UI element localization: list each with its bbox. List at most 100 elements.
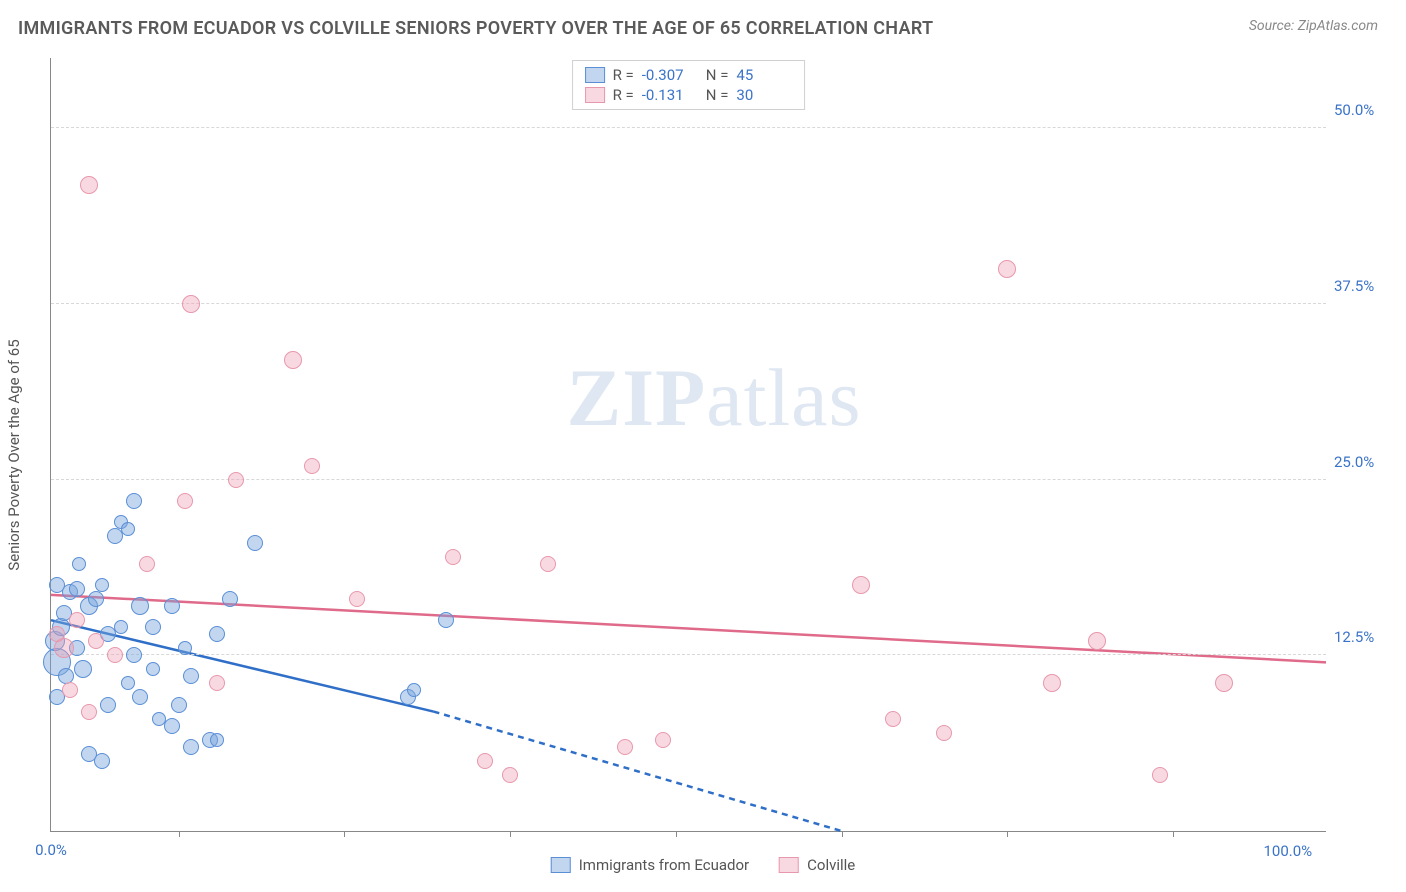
- scatter-point: [146, 662, 160, 676]
- scatter-point: [183, 739, 199, 755]
- scatter-point: [247, 535, 263, 551]
- grid-line: [51, 654, 1326, 655]
- scatter-point: [852, 576, 870, 594]
- scatter-point: [222, 591, 238, 607]
- scatter-point: [94, 753, 110, 769]
- legend-r-label: R =: [613, 86, 634, 104]
- scatter-point: [445, 549, 461, 565]
- scatter-point: [100, 697, 116, 713]
- legend-n-value-1: 45: [736, 66, 792, 84]
- scatter-point: [62, 682, 78, 698]
- scatter-point: [95, 578, 109, 592]
- scatter-point: [209, 675, 225, 691]
- scatter-point: [107, 647, 123, 663]
- legend-series-name-1: Immigrants from Ecuador: [579, 856, 749, 874]
- x-tick: [344, 831, 345, 837]
- x-tick: [842, 831, 843, 837]
- watermark: ZIPatlas: [567, 351, 862, 445]
- trend-line: [434, 712, 842, 831]
- scatter-point: [1215, 674, 1233, 692]
- scatter-point: [1088, 632, 1106, 650]
- scatter-point: [407, 683, 421, 697]
- scatter-point: [210, 733, 224, 747]
- y-axis-label: Seniors Poverty Over the Age of 65: [5, 339, 23, 570]
- scatter-point: [49, 577, 65, 593]
- legend-n-label: N =: [706, 66, 729, 84]
- scatter-point: [126, 493, 142, 509]
- scatter-point: [1152, 767, 1168, 783]
- scatter-point: [126, 647, 142, 663]
- scatter-point: [178, 641, 192, 655]
- scatter-point: [69, 581, 85, 597]
- scatter-point: [998, 260, 1016, 278]
- scatter-point: [114, 620, 128, 634]
- x-tick: [1007, 831, 1008, 837]
- legend-row-series-1: R = -0.307 N = 45: [585, 65, 793, 85]
- scatter-point: [139, 556, 155, 572]
- scatter-point: [145, 619, 161, 635]
- chart-plot-area: ZIPatlas R = -0.307 N = 45 R = -0.131 N …: [50, 58, 1326, 832]
- x-tick: [179, 831, 180, 837]
- legend-swatch-icon: [779, 857, 799, 873]
- scatter-point: [81, 704, 97, 720]
- series-legend: Immigrants from Ecuador Colville: [551, 856, 856, 874]
- x-tick: [676, 831, 677, 837]
- grid-line: [51, 303, 1326, 304]
- legend-swatch-icon: [551, 857, 571, 873]
- scatter-point: [132, 689, 148, 705]
- chart-title: IMMIGRANTS FROM ECUADOR VS COLVILLE SENI…: [18, 18, 933, 39]
- x-tick-label-min: 0.0%: [35, 841, 67, 859]
- legend-swatch-1: [585, 67, 605, 83]
- scatter-point: [477, 753, 493, 769]
- legend-series-name-2: Colville: [807, 856, 855, 874]
- x-tick: [510, 831, 511, 837]
- scatter-point: [502, 767, 518, 783]
- legend-r-label: R =: [613, 66, 634, 84]
- scatter-point: [80, 176, 98, 194]
- legend-item-2: Colville: [779, 856, 855, 874]
- legend-r-value-2: -0.131: [642, 86, 698, 104]
- y-tick-label: 50.0%: [1334, 101, 1394, 119]
- scatter-point: [88, 633, 104, 649]
- scatter-point: [349, 591, 365, 607]
- scatter-point: [171, 697, 187, 713]
- scatter-point: [885, 711, 901, 727]
- scatter-point: [177, 493, 193, 509]
- scatter-point: [617, 739, 633, 755]
- y-tick-label: 25.0%: [1334, 453, 1394, 471]
- scatter-point: [228, 472, 244, 488]
- scatter-point: [1043, 674, 1061, 692]
- scatter-point: [121, 522, 135, 536]
- correlation-legend: R = -0.307 N = 45 R = -0.131 N = 30: [572, 60, 806, 110]
- trend-lines-layer: [51, 58, 1326, 831]
- grid-line: [51, 127, 1326, 128]
- scatter-point: [182, 295, 200, 313]
- trend-line: [51, 595, 1326, 662]
- scatter-point: [304, 458, 320, 474]
- scatter-point: [438, 612, 454, 628]
- scatter-point: [49, 626, 65, 642]
- scatter-point: [121, 676, 135, 690]
- scatter-point: [655, 732, 671, 748]
- scatter-point: [936, 725, 952, 741]
- chart-source: Source: ZipAtlas.com: [1249, 18, 1378, 34]
- scatter-point: [88, 591, 104, 607]
- scatter-point: [69, 612, 85, 628]
- y-tick-label: 37.5%: [1334, 277, 1394, 295]
- scatter-point: [74, 660, 92, 678]
- legend-item-1: Immigrants from Ecuador: [551, 856, 749, 874]
- x-tick-label-max: 100.0%: [1264, 842, 1379, 860]
- legend-n-label: N =: [706, 86, 729, 104]
- scatter-point: [131, 597, 149, 615]
- scatter-point: [164, 718, 180, 734]
- legend-n-value-2: 30: [736, 86, 792, 104]
- scatter-point: [72, 557, 86, 571]
- legend-swatch-2: [585, 87, 605, 103]
- chart-header: IMMIGRANTS FROM ECUADOR VS COLVILLE SENI…: [0, 0, 1406, 39]
- x-tick: [1173, 831, 1174, 837]
- legend-r-value-1: -0.307: [642, 66, 698, 84]
- scatter-point: [209, 626, 225, 642]
- scatter-point: [183, 668, 199, 684]
- scatter-point: [164, 598, 180, 614]
- y-tick-label: 12.5%: [1334, 628, 1394, 646]
